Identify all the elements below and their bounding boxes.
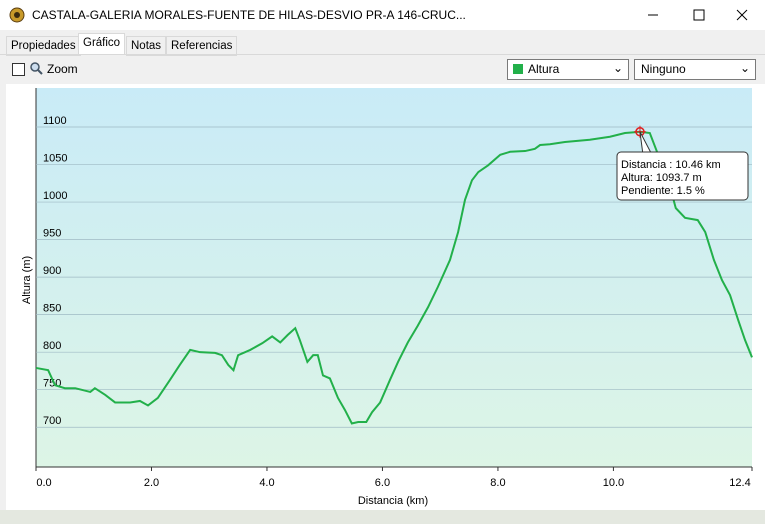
title-bar: CASTALA-GALERIA MORALES-FUENTE DE HILAS-… <box>0 0 765 30</box>
tooltip-line: Altura: 1093.7 m <box>621 172 702 184</box>
dropdown-arrow: ⌄ <box>612 61 623 75</box>
y-tick-label: 1100 <box>43 115 67 127</box>
y-tick-label: 950 <box>43 228 61 240</box>
x-tick-label: 12.4 <box>729 477 750 489</box>
dropdown-arrow: ⌄ <box>739 61 750 75</box>
tooltip-line: Distancia : 10.46 km <box>621 159 721 171</box>
second-dropdown[interactable]: Ninguno ⌄ <box>634 59 756 80</box>
tooltip <box>616 151 749 201</box>
tab[interactable]: Propiedades <box>6 36 81 56</box>
app-icon <box>9 7 25 23</box>
window-controls[interactable] <box>640 8 760 22</box>
x-tick-label: 10.0 <box>603 477 624 489</box>
x-tick-label: 8.0 <box>490 477 505 489</box>
y-tick-label: 1000 <box>43 190 67 202</box>
y-tick-label: 850 <box>43 303 61 315</box>
x-tick-label: 0.0 <box>36 477 51 489</box>
zoom-checkbox[interactable] <box>12 63 25 76</box>
x-tick-label: 6.0 <box>375 477 390 489</box>
series-dropdown[interactable]: Altura ⌄ <box>507 59 629 80</box>
background-map <box>0 510 765 524</box>
zoom-icon <box>30 62 43 75</box>
series-dropdown-text: Altura <box>528 62 560 76</box>
window-title: CASTALA-GALERIA MORALES-FUENTE DE HILAS-… <box>32 8 466 22</box>
y-tick-label: 1050 <box>43 152 67 164</box>
x-tick-label: 4.0 <box>259 477 274 489</box>
second-dropdown-text: Ninguno <box>641 62 686 76</box>
x-tick-label: 2.0 <box>144 477 159 489</box>
y-axis-title: Altura (m) <box>21 256 33 304</box>
plot-area <box>36 88 752 467</box>
series-swatch <box>513 64 523 74</box>
y-tick-label: 800 <box>43 340 61 352</box>
x-axis-title: Distancia (km) <box>358 495 428 507</box>
tab[interactable]: Gráfico <box>78 33 126 55</box>
y-tick-label: 900 <box>43 265 61 277</box>
tab[interactable]: Notas <box>126 36 167 56</box>
zoom-label: Zoom <box>47 62 78 76</box>
tab[interactable]: Referencias <box>166 36 238 56</box>
y-tick-label: 700 <box>43 415 61 427</box>
tab-border <box>0 54 765 55</box>
tooltip-line: Pendiente: 1.5 % <box>621 185 705 197</box>
